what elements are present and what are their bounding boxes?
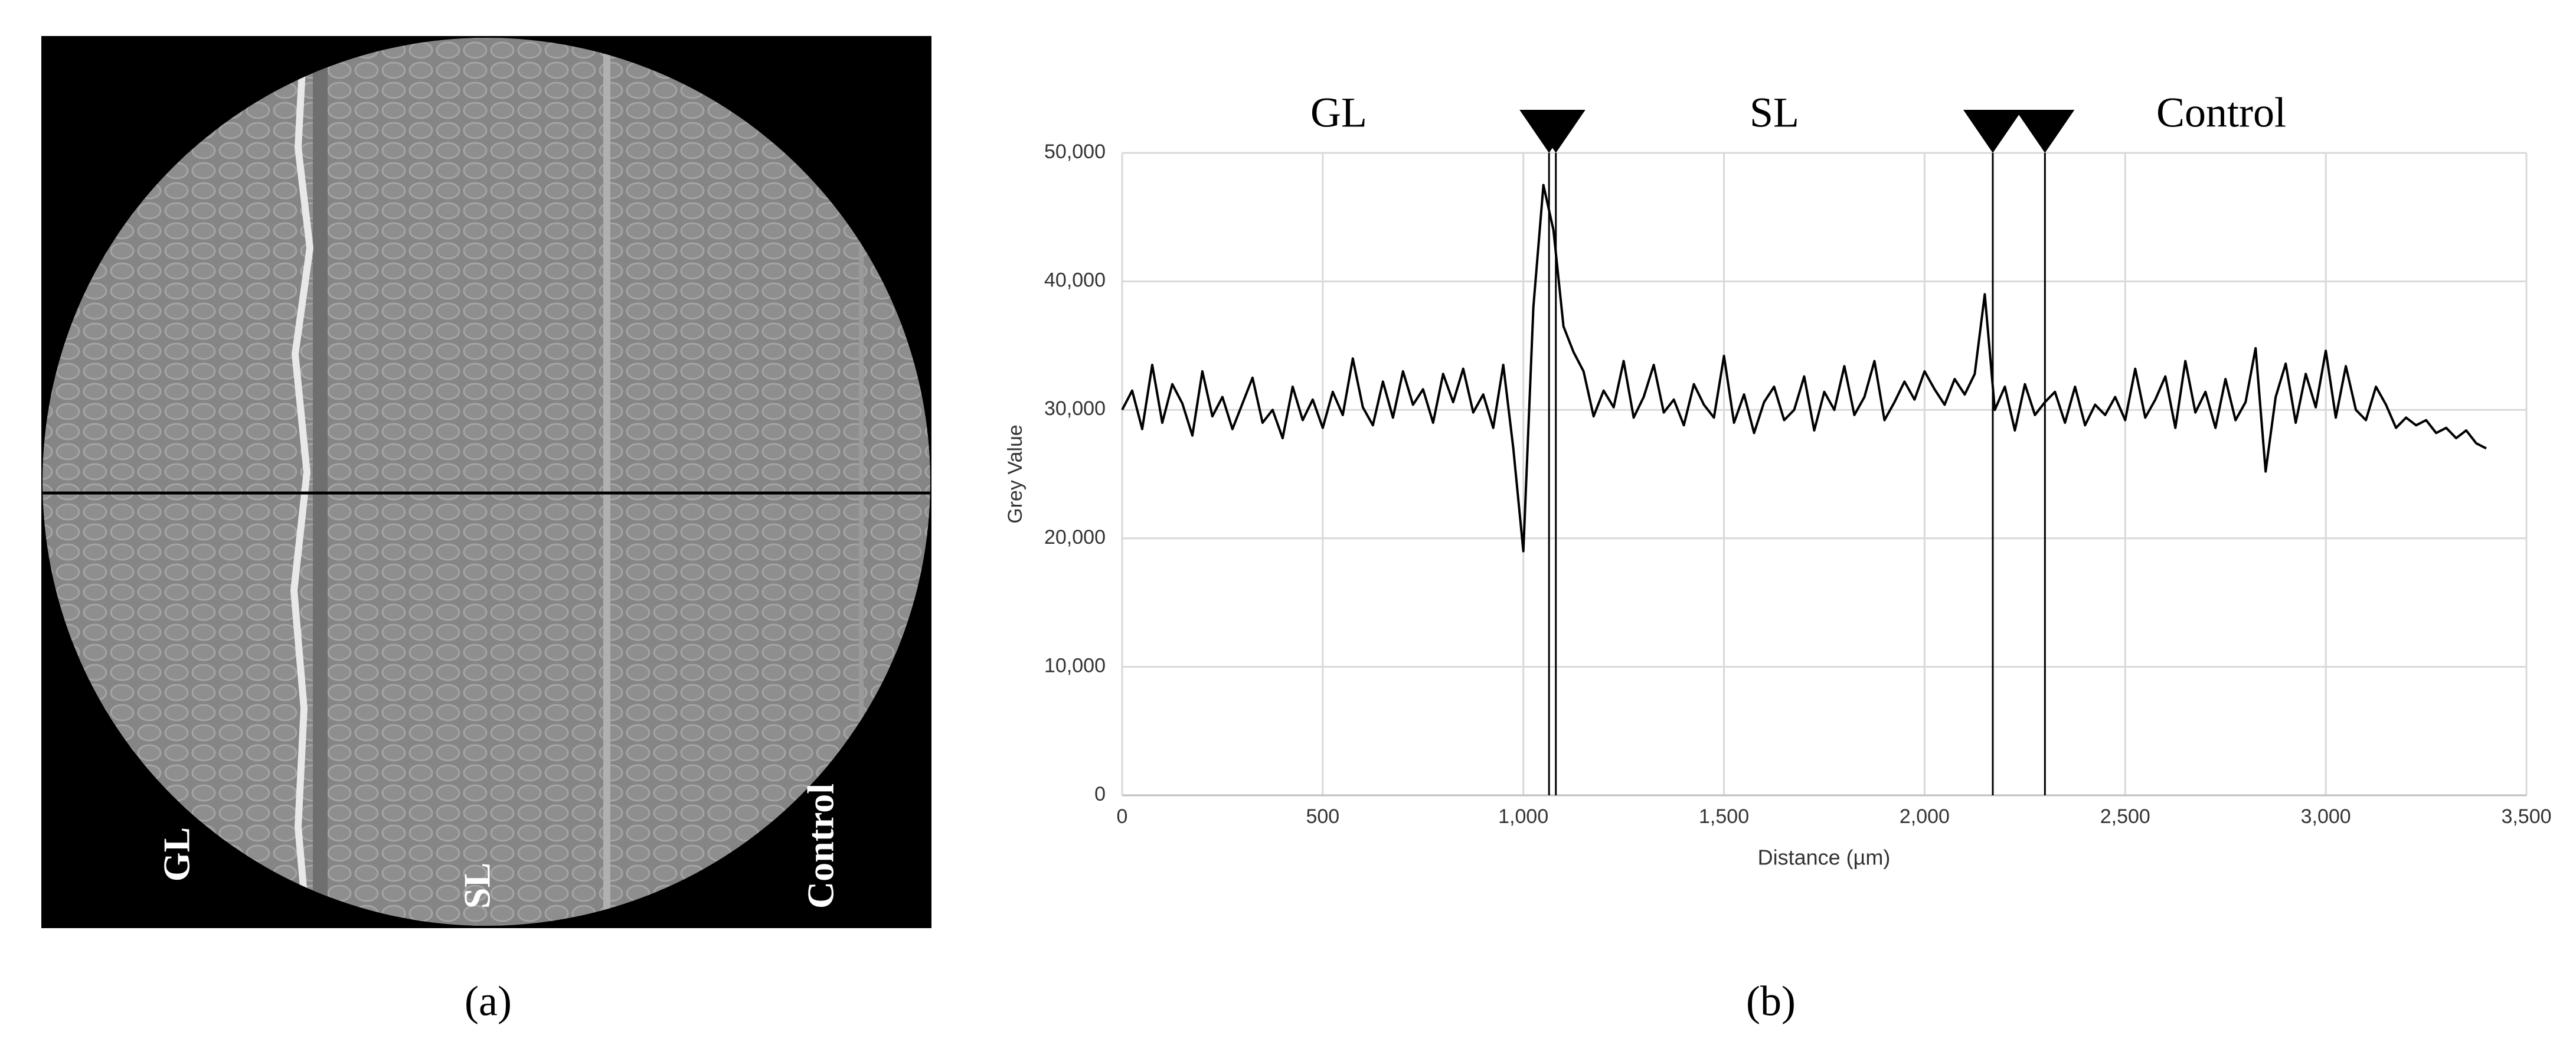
image-label: Control: [800, 783, 842, 909]
x-tick-label: 0: [1117, 805, 1128, 828]
x-tick-label: 2,500: [2100, 805, 2150, 828]
y-axis-title: Grey Value: [1004, 425, 1027, 524]
y-tick-label: 20,000: [1044, 526, 1106, 549]
y-tick-label: 0: [1094, 783, 1106, 805]
region-label: Control: [2156, 89, 2286, 136]
region-label: GL: [1310, 89, 1367, 136]
x-tick-label: 1,500: [1699, 805, 1749, 828]
y-tick-label: 40,000: [1044, 269, 1106, 292]
boundary-marker: [1526, 110, 1586, 153]
x-axis-title: Distance (µm): [1758, 845, 1891, 870]
panel-caption: (a): [465, 978, 512, 1025]
region-label: SL: [1750, 89, 1799, 136]
y-tick-label: 50,000: [1044, 141, 1106, 163]
x-tick-label: 3,000: [2301, 805, 2351, 828]
x-tick-label: 500: [1306, 805, 1339, 828]
panel-caption: (b): [1746, 978, 1796, 1025]
x-tick-label: 3,500: [2501, 805, 2551, 828]
ct-image: [41, 36, 931, 928]
boundary-marker: [2015, 110, 2075, 153]
x-tick-label: 1,000: [1498, 805, 1548, 828]
x-tick-label: 2,000: [1900, 805, 1950, 828]
data-line: [1121, 184, 2487, 553]
y-tick-label: 10,000: [1044, 654, 1106, 677]
boundary-marker: [1963, 110, 2022, 153]
image-label: SL: [456, 863, 498, 909]
image-label: GL: [156, 827, 198, 882]
y-tick-label: 30,000: [1044, 397, 1106, 420]
